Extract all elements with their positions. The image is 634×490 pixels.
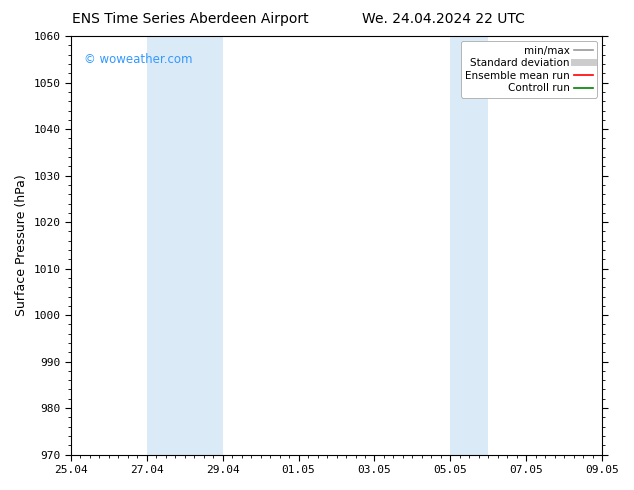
Bar bbox=[147, 36, 223, 455]
Y-axis label: Surface Pressure (hPa): Surface Pressure (hPa) bbox=[15, 174, 28, 316]
Text: We. 24.04.2024 22 UTC: We. 24.04.2024 22 UTC bbox=[363, 12, 525, 26]
Text: © woweather.com: © woweather.com bbox=[84, 53, 193, 66]
Bar bbox=[450, 36, 488, 455]
Text: ENS Time Series Aberdeen Airport: ENS Time Series Aberdeen Airport bbox=[72, 12, 309, 26]
Legend: min/max, Standard deviation, Ensemble mean run, Controll run: min/max, Standard deviation, Ensemble me… bbox=[461, 41, 597, 98]
